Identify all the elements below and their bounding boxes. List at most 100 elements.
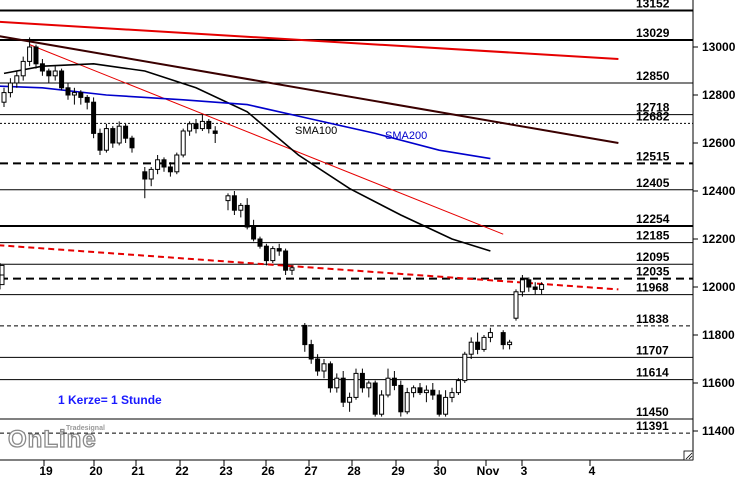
candle-body: [103, 128, 109, 151]
level-label: 12718: [636, 101, 670, 115]
candle-body: [142, 171, 148, 180]
candle-body: [340, 377, 346, 403]
candle-body: [263, 245, 269, 262]
candle-body: [257, 238, 263, 247]
candle-body: [14, 75, 20, 84]
level-label: 12405: [636, 176, 670, 190]
candle-body: [27, 46, 33, 62]
candle-body: [539, 284, 545, 290]
sma200-label: SMA200: [385, 130, 427, 142]
x-tick-label: 30: [433, 464, 447, 478]
y-tick-label: 11600: [702, 376, 735, 390]
candle-body: [289, 267, 295, 271]
level-label: 12254: [636, 212, 670, 226]
candle-body: [39, 63, 45, 72]
candle-body: [180, 130, 186, 156]
resize-grip-icon[interactable]: [683, 450, 694, 461]
axes: [0, 0, 694, 461]
level-label: 11968: [636, 281, 669, 295]
candle-body: [404, 392, 410, 413]
y-tick-label: 12000: [702, 280, 736, 294]
candle-body: [225, 195, 231, 202]
candle-body: [1, 92, 7, 103]
x-tick-label: 23: [219, 464, 233, 478]
candle-body: [462, 353, 468, 382]
candle-body: [97, 132, 103, 151]
candle-body: [385, 377, 391, 396]
candle-body: [212, 130, 218, 134]
candle-body: [481, 336, 487, 350]
x-tick-label: 29: [391, 464, 405, 478]
y-tick-label: 11800: [702, 328, 735, 342]
candle-body: [436, 394, 442, 415]
candle-body: [500, 332, 506, 346]
candle-body: [347, 396, 353, 403]
trendline: [0, 35, 619, 144]
level-label: 12515: [636, 149, 670, 163]
candle-interval-note: 1 Kerze= 1 Stunde: [58, 393, 162, 407]
logo-brand: Tradesignal: [66, 425, 105, 432]
candle-body: [116, 125, 122, 144]
x-tick-label: 3: [521, 464, 528, 478]
candle-body: [0, 264, 5, 276]
trendline: [29, 44, 504, 235]
x-tick-label: 22: [175, 464, 189, 478]
candle-body: [270, 248, 276, 262]
candle-body: [148, 168, 154, 180]
candle-body: [398, 384, 404, 413]
candle-body: [71, 92, 77, 96]
trendline: [0, 244, 619, 291]
trendline: [0, 20, 619, 60]
candle-body: [174, 154, 180, 173]
candle-body: [167, 166, 173, 173]
x-tick-label: 26: [261, 464, 275, 478]
candle-body: [78, 92, 84, 98]
candle-body: [46, 70, 52, 77]
candle-body: [244, 204, 250, 228]
level-label: 11450: [636, 405, 669, 419]
level-label: 13152: [636, 0, 670, 11]
x-tick-label: 27: [304, 464, 318, 478]
y-tick-label: 12800: [702, 88, 736, 102]
candle-body: [321, 363, 327, 372]
y-tick-label: 11400: [702, 424, 735, 438]
candle-body: [187, 123, 193, 132]
y-tick-label: 12200: [702, 232, 736, 246]
candle-body: [449, 392, 455, 398]
candle-body: [0, 274, 5, 286]
level-label: 12185: [636, 229, 670, 243]
level-label: 12035: [636, 265, 670, 279]
level-label: 11614: [636, 366, 669, 380]
candle-body: [251, 226, 257, 240]
y-tick-label: 13000: [702, 40, 736, 54]
candle-body: [302, 324, 308, 346]
level-label: 11838: [636, 312, 669, 326]
x-tick-label: Nov: [477, 464, 500, 478]
candle-body: [123, 125, 129, 139]
candle-body: [443, 396, 449, 415]
candle-body: [91, 101, 97, 134]
candle-body: [315, 358, 321, 372]
candle-body: [33, 46, 39, 65]
candle-body: [84, 96, 90, 103]
candle-body: [238, 204, 244, 211]
candle-body: [379, 394, 385, 415]
candle-body: [513, 291, 519, 319]
level-label: 11391: [636, 419, 669, 433]
candle-body: [359, 372, 365, 389]
candle-body: [276, 248, 282, 252]
sma200-line: [0, 85, 491, 160]
candle-body: [532, 286, 538, 290]
candle-body: [129, 137, 135, 149]
candle-body: [155, 159, 161, 170]
candle-body: [7, 82, 13, 94]
level-label: 13029: [636, 26, 670, 40]
level-label: 12682: [636, 109, 670, 123]
x-tick-label: 21: [131, 464, 145, 478]
candle-body: [334, 377, 340, 389]
candle-body: [423, 389, 429, 394]
candle-body: [366, 382, 372, 389]
x-tick-label: 19: [39, 464, 53, 478]
